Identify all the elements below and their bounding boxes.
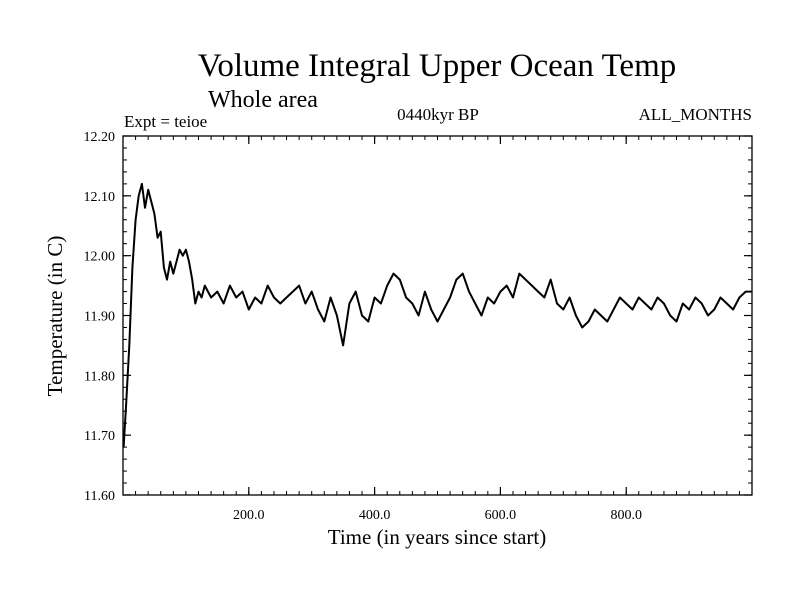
x-tick-label: 200.0 xyxy=(233,508,265,523)
y-tick-label: 12.10 xyxy=(84,190,116,205)
series-layer xyxy=(122,182,752,448)
x-tick-label: 600.0 xyxy=(485,508,517,523)
y-tick-label: 11.70 xyxy=(84,429,115,444)
period-label: 0440kyr BP xyxy=(397,105,479,124)
x-tick-label: 400.0 xyxy=(359,508,391,523)
temperature-series-line xyxy=(122,182,752,448)
y-axis-ticks: 11.60 11.70 11.80 11.90 12.00 12.10 12.20 xyxy=(84,130,752,504)
x-axis-label: Time (in years since start) xyxy=(328,525,547,549)
months-label: ALL_MONTHS xyxy=(639,105,752,124)
y-axis-label: Temperature (in C) xyxy=(43,236,67,397)
y-tick-label: 11.90 xyxy=(84,310,115,325)
minor-ticks xyxy=(123,136,752,495)
y-tick-label: 12.20 xyxy=(84,130,116,145)
plot-frame xyxy=(122,135,753,496)
chart-title: Volume Integral Upper Ocean Temp xyxy=(198,48,676,84)
experiment-label: Expt = teioe xyxy=(124,112,207,131)
y-tick-label: 11.60 xyxy=(84,489,115,504)
x-tick-label: 800.0 xyxy=(610,508,642,523)
chart-subtitle: Whole area xyxy=(208,87,318,113)
x-axis-ticks: 200.0 400.0 600.0 800.0 xyxy=(233,136,642,523)
y-tick-label: 11.80 xyxy=(84,369,115,384)
y-tick-label: 12.00 xyxy=(84,250,116,265)
